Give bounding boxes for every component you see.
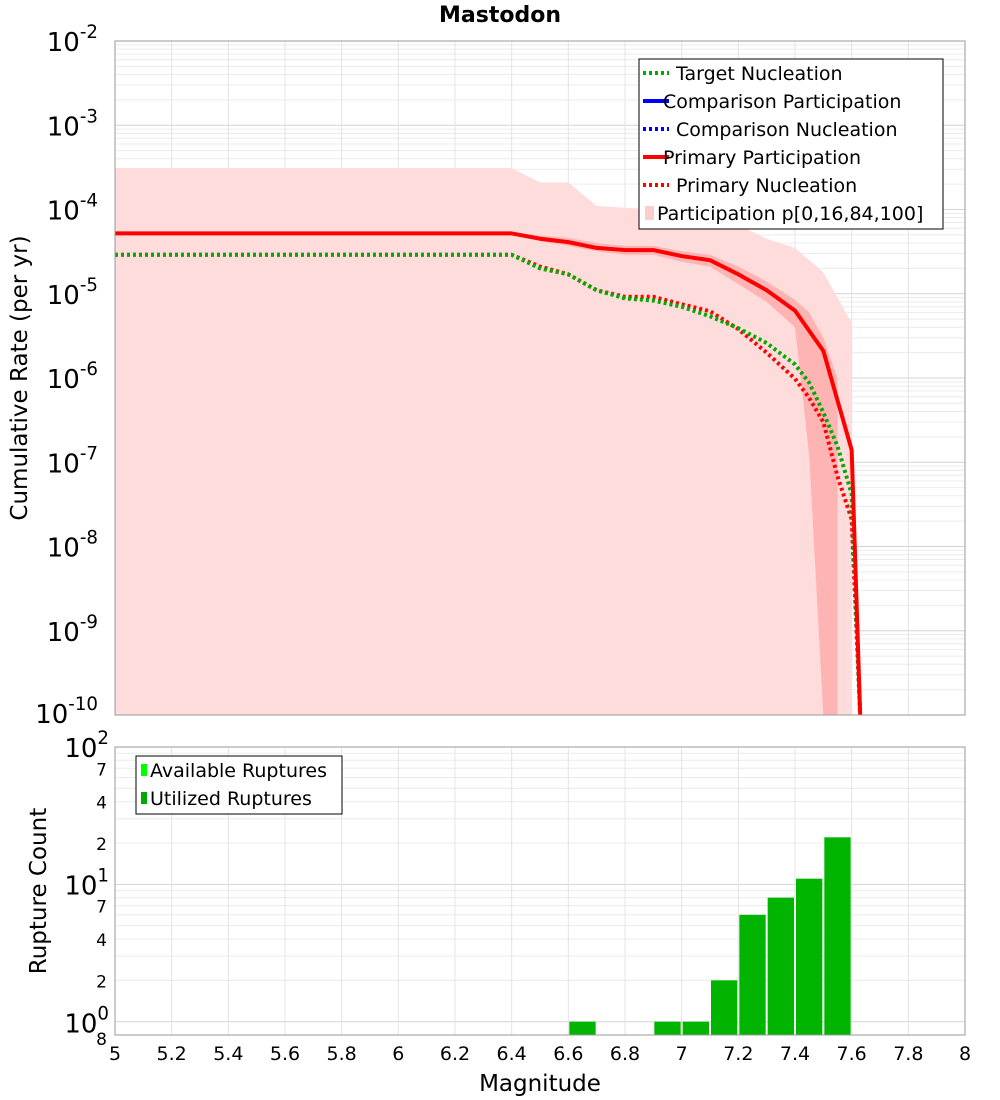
rupture-count-bars [569,837,851,1035]
rupture-bar [654,1021,681,1035]
participation-band [115,168,852,715]
magnitude-x-tick-label: 6.2 [440,1043,470,1065]
legend-entry-label: Available Ruptures [150,760,327,782]
rate-panel: 10-2 10-3 10-4 10-5 10-6 10-7 10-8 10-9 10-10 Ma… [7,3,966,730]
count-y-major-tick-label: 101 [64,865,109,901]
legend-entry-label: Comparison Nucleation [676,119,898,141]
rate-legend: Target Nucleation Comparison Participatio… [638,58,944,230]
legend-swatch [141,792,147,804]
count-panel: 102 101 100 7 4 2 7 4 2 8 5 5.2 5.4 5.6 5.8 6 6.2 6.4 6.6… [26,728,971,1097]
legend-entry-label: Primary Nucleation [676,175,857,197]
count-y-axis-label: Rupture Count [26,808,52,974]
count-legend: Available Ruptures Utilized Ruptures [135,755,343,815]
participation-bands [115,168,852,715]
chart-title: Mastodon [439,3,561,28]
count-y-minor-tick-label: 2 [96,972,107,992]
rupture-bar [682,1021,709,1035]
count-y-minor-tick-label: 7 [96,898,107,918]
rate-y-tick-label: 10-6 [47,359,98,395]
magnitude-x-tick-label: 5.2 [157,1043,187,1065]
magnitude-x-tick-label: 5.6 [270,1043,300,1065]
magnitude-x-tick-label: 5.4 [213,1043,243,1065]
rate-legend-box [638,58,944,230]
rate-y-axis-label: Cumulative Rate (per yr) [7,235,33,520]
magnitude-x-tick-labels: 5 5.2 5.4 5.6 5.8 6 6.2 6.4 6.6 6.8 7 7.2 7.4 7.6 7.8 8 [109,1043,971,1065]
count-y-minor-tick-label: 2 [96,835,107,855]
magnitude-x-tick-label: 6.6 [553,1043,583,1065]
magnitude-x-tick-label: 6.8 [610,1043,640,1065]
rate-y-tick-label: 10-4 [47,191,98,227]
legend-entry-label: Comparison Participation [663,91,901,113]
magnitude-x-tick-label: 8 [959,1043,971,1065]
legend-entry-label: Primary Participation [663,147,861,169]
magnitude-x-tick-label: 7.8 [893,1043,923,1065]
legend-entry-label: Participation p[0,16,84,100] [657,203,923,225]
count-legend-box [135,755,343,815]
legend-entry-label: Utilized Ruptures [150,788,312,810]
count-y-tick-labels: 102 101 100 7 4 2 7 4 2 8 [64,728,109,1050]
series-line [115,231,863,716]
legend-entry-label: Target Nucleation [675,63,843,85]
count-plot-frame [114,746,966,1036]
magnitude-x-tick-label: 7.6 [837,1043,867,1065]
legend-swatch [645,206,654,220]
rupture-bar [569,1021,596,1035]
rate-series-lines [115,231,863,716]
series-line [115,252,863,716]
rate-plot-frame [114,40,966,716]
rate-y-tick-label: 10-8 [47,528,98,564]
count-y-minor-tick-label: 8 [96,1030,107,1050]
rupture-bar [739,914,766,1035]
count-y-minor-tick-label: 4 [96,794,107,814]
magnitude-x-tick-label: 7.2 [723,1043,753,1065]
rupture-bar [767,897,794,1035]
magnitude-x-tick-label: 7.4 [780,1043,810,1065]
rate-y-tick-label: 10-7 [47,443,98,479]
rate-y-tick-label: 10-10 [35,694,98,730]
rate-y-tick-label: 10-9 [47,612,98,648]
legend-swatch [141,764,147,776]
rate-y-tick-label: 10-2 [47,22,98,58]
magnitude-x-tick-label: 6.4 [497,1043,527,1065]
rate-y-tick-label: 10-5 [47,275,98,311]
magnitude-x-tick-label: 6 [392,1043,404,1065]
rate-y-tick-labels: 10-2 10-3 10-4 10-5 10-6 10-7 10-8 10-9 10-10 [35,22,98,730]
count-y-major-tick-label: 100 [64,1004,109,1040]
rupture-bar [711,980,738,1035]
rupture-bar [796,878,823,1035]
magnitude-x-tick-label: 7 [676,1043,688,1065]
rate-y-tick-label: 10-3 [47,106,98,142]
magnitude-x-tick-label: 5 [109,1043,121,1065]
magnitude-x-tick-label: 5.8 [327,1043,357,1065]
count-y-major-tick-label: 102 [64,728,109,764]
rupture-bar [824,837,851,1035]
count-y-minor-tick-label: 7 [96,760,107,780]
magnitude-x-axis-label: Magnitude [479,1071,601,1097]
series-line [115,252,863,716]
count-y-minor-tick-label: 4 [96,931,107,951]
